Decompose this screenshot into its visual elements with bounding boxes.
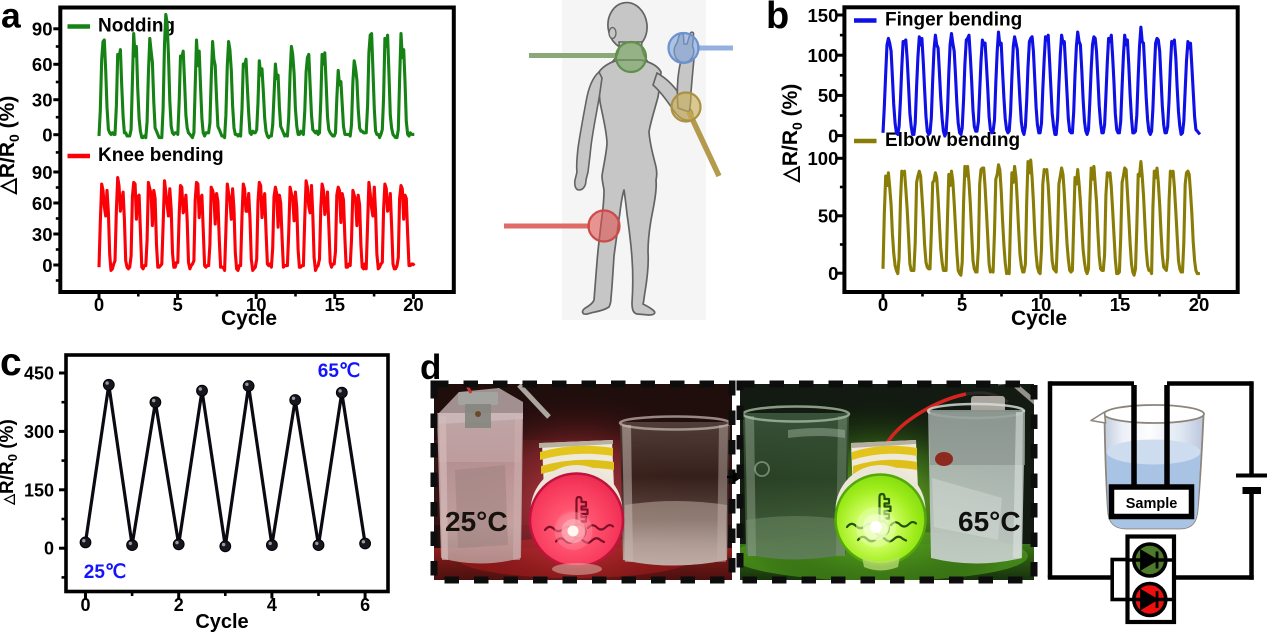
svg-text:60: 60	[32, 193, 53, 214]
svg-text:15: 15	[1110, 294, 1131, 315]
svg-text:15: 15	[325, 294, 346, 315]
svg-text:0: 0	[80, 595, 90, 615]
svg-text:6: 6	[360, 595, 370, 615]
svg-text:△R/R0 (%): △R/R0 (%)	[0, 96, 22, 196]
svg-text:50: 50	[818, 206, 839, 227]
svg-text:90: 90	[32, 19, 53, 40]
svg-text:Sample: Sample	[1126, 496, 1178, 512]
svg-text:25°C: 25°C	[445, 506, 508, 537]
svg-text:25℃: 25℃	[84, 562, 126, 583]
svg-text:0: 0	[94, 294, 104, 315]
svg-text:Finger bending: Finger bending	[885, 10, 1022, 31]
svg-text:a: a	[1, 0, 21, 35]
svg-text:Cycle: Cycle	[221, 307, 277, 330]
svg-text:b: b	[766, 0, 789, 37]
svg-text:Nodding: Nodding	[98, 16, 175, 37]
svg-text:60: 60	[32, 54, 53, 75]
svg-text:Cycle: Cycle	[195, 611, 248, 632]
svg-text:0: 0	[828, 125, 838, 146]
svg-text:5: 5	[172, 294, 182, 315]
svg-text:0: 0	[44, 539, 54, 559]
svg-text:△R/R0 (%): △R/R0 (%)	[779, 84, 805, 184]
svg-text:d: d	[420, 348, 441, 387]
svg-text:Elbow bending: Elbow bending	[885, 130, 1020, 151]
svg-text:Cycle: Cycle	[1011, 307, 1067, 330]
svg-text:65°C: 65°C	[958, 506, 1021, 537]
svg-text:0: 0	[42, 255, 52, 276]
svg-text:450: 450	[24, 364, 54, 384]
svg-text:150: 150	[24, 480, 54, 500]
svg-text:300: 300	[24, 422, 54, 442]
svg-text:Knee bending: Knee bending	[98, 145, 224, 166]
svg-text:2: 2	[174, 595, 184, 615]
svg-text:10: 10	[1031, 294, 1052, 315]
svg-text:150: 150	[808, 5, 839, 26]
svg-text:65℃: 65℃	[318, 361, 360, 382]
svg-text:100: 100	[808, 148, 839, 169]
svg-text:90: 90	[32, 162, 53, 183]
svg-text:5: 5	[957, 294, 967, 315]
svg-text:0: 0	[878, 294, 888, 315]
svg-text:20: 20	[1189, 294, 1210, 315]
svg-text:100: 100	[808, 45, 839, 66]
svg-text:20: 20	[403, 294, 424, 315]
svg-text:30: 30	[32, 224, 53, 245]
svg-text:△R/R0 (%): △R/R0 (%)	[0, 419, 20, 506]
svg-text:50: 50	[818, 85, 839, 106]
svg-text:4: 4	[267, 595, 277, 615]
svg-text:0: 0	[828, 263, 838, 284]
svg-text:10: 10	[246, 294, 267, 315]
svg-text:0: 0	[42, 125, 52, 146]
svg-text:30: 30	[32, 90, 53, 111]
svg-text:c: c	[0, 341, 22, 384]
